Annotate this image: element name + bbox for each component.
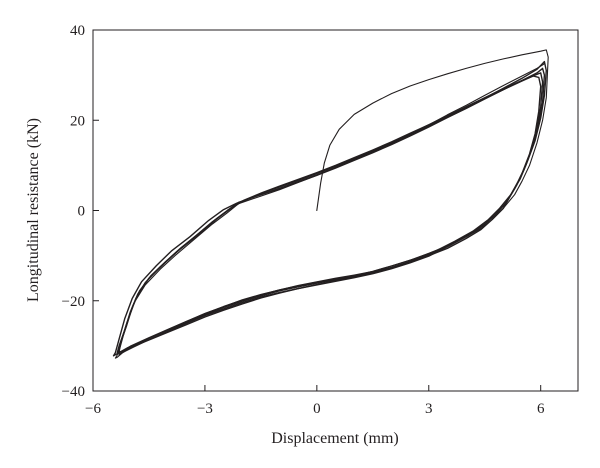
y-axis: −40 −20 0 20 40 bbox=[62, 23, 99, 400]
hysteresis-loop-2 bbox=[118, 67, 546, 356]
x-tick-label: 0 bbox=[313, 401, 321, 417]
y-tick-label: −20 bbox=[62, 294, 85, 310]
y-axis-title: Longitudinal resistance (kN) bbox=[25, 118, 42, 302]
x-axis: −6 −3 0 3 6 bbox=[85, 385, 545, 417]
y-tick-label: −40 bbox=[62, 384, 85, 400]
hysteresis-loop-3 bbox=[116, 72, 544, 354]
x-tick-label: −3 bbox=[197, 401, 213, 417]
hysteresis-loop-1 bbox=[114, 49, 549, 359]
x-tick-label: 6 bbox=[537, 401, 545, 417]
x-tick-label: 3 bbox=[425, 401, 433, 417]
x-axis-title: Displacement (mm) bbox=[271, 430, 399, 447]
hysteresis-loop-4 bbox=[112, 60, 547, 357]
y-tick-label: 0 bbox=[78, 204, 86, 220]
series-layer bbox=[112, 49, 549, 359]
hysteresis-loop-5 bbox=[118, 75, 542, 353]
y-tick-label: 20 bbox=[70, 113, 85, 129]
x-tick-label: −6 bbox=[85, 401, 101, 417]
y-tick-label: 40 bbox=[70, 23, 85, 39]
